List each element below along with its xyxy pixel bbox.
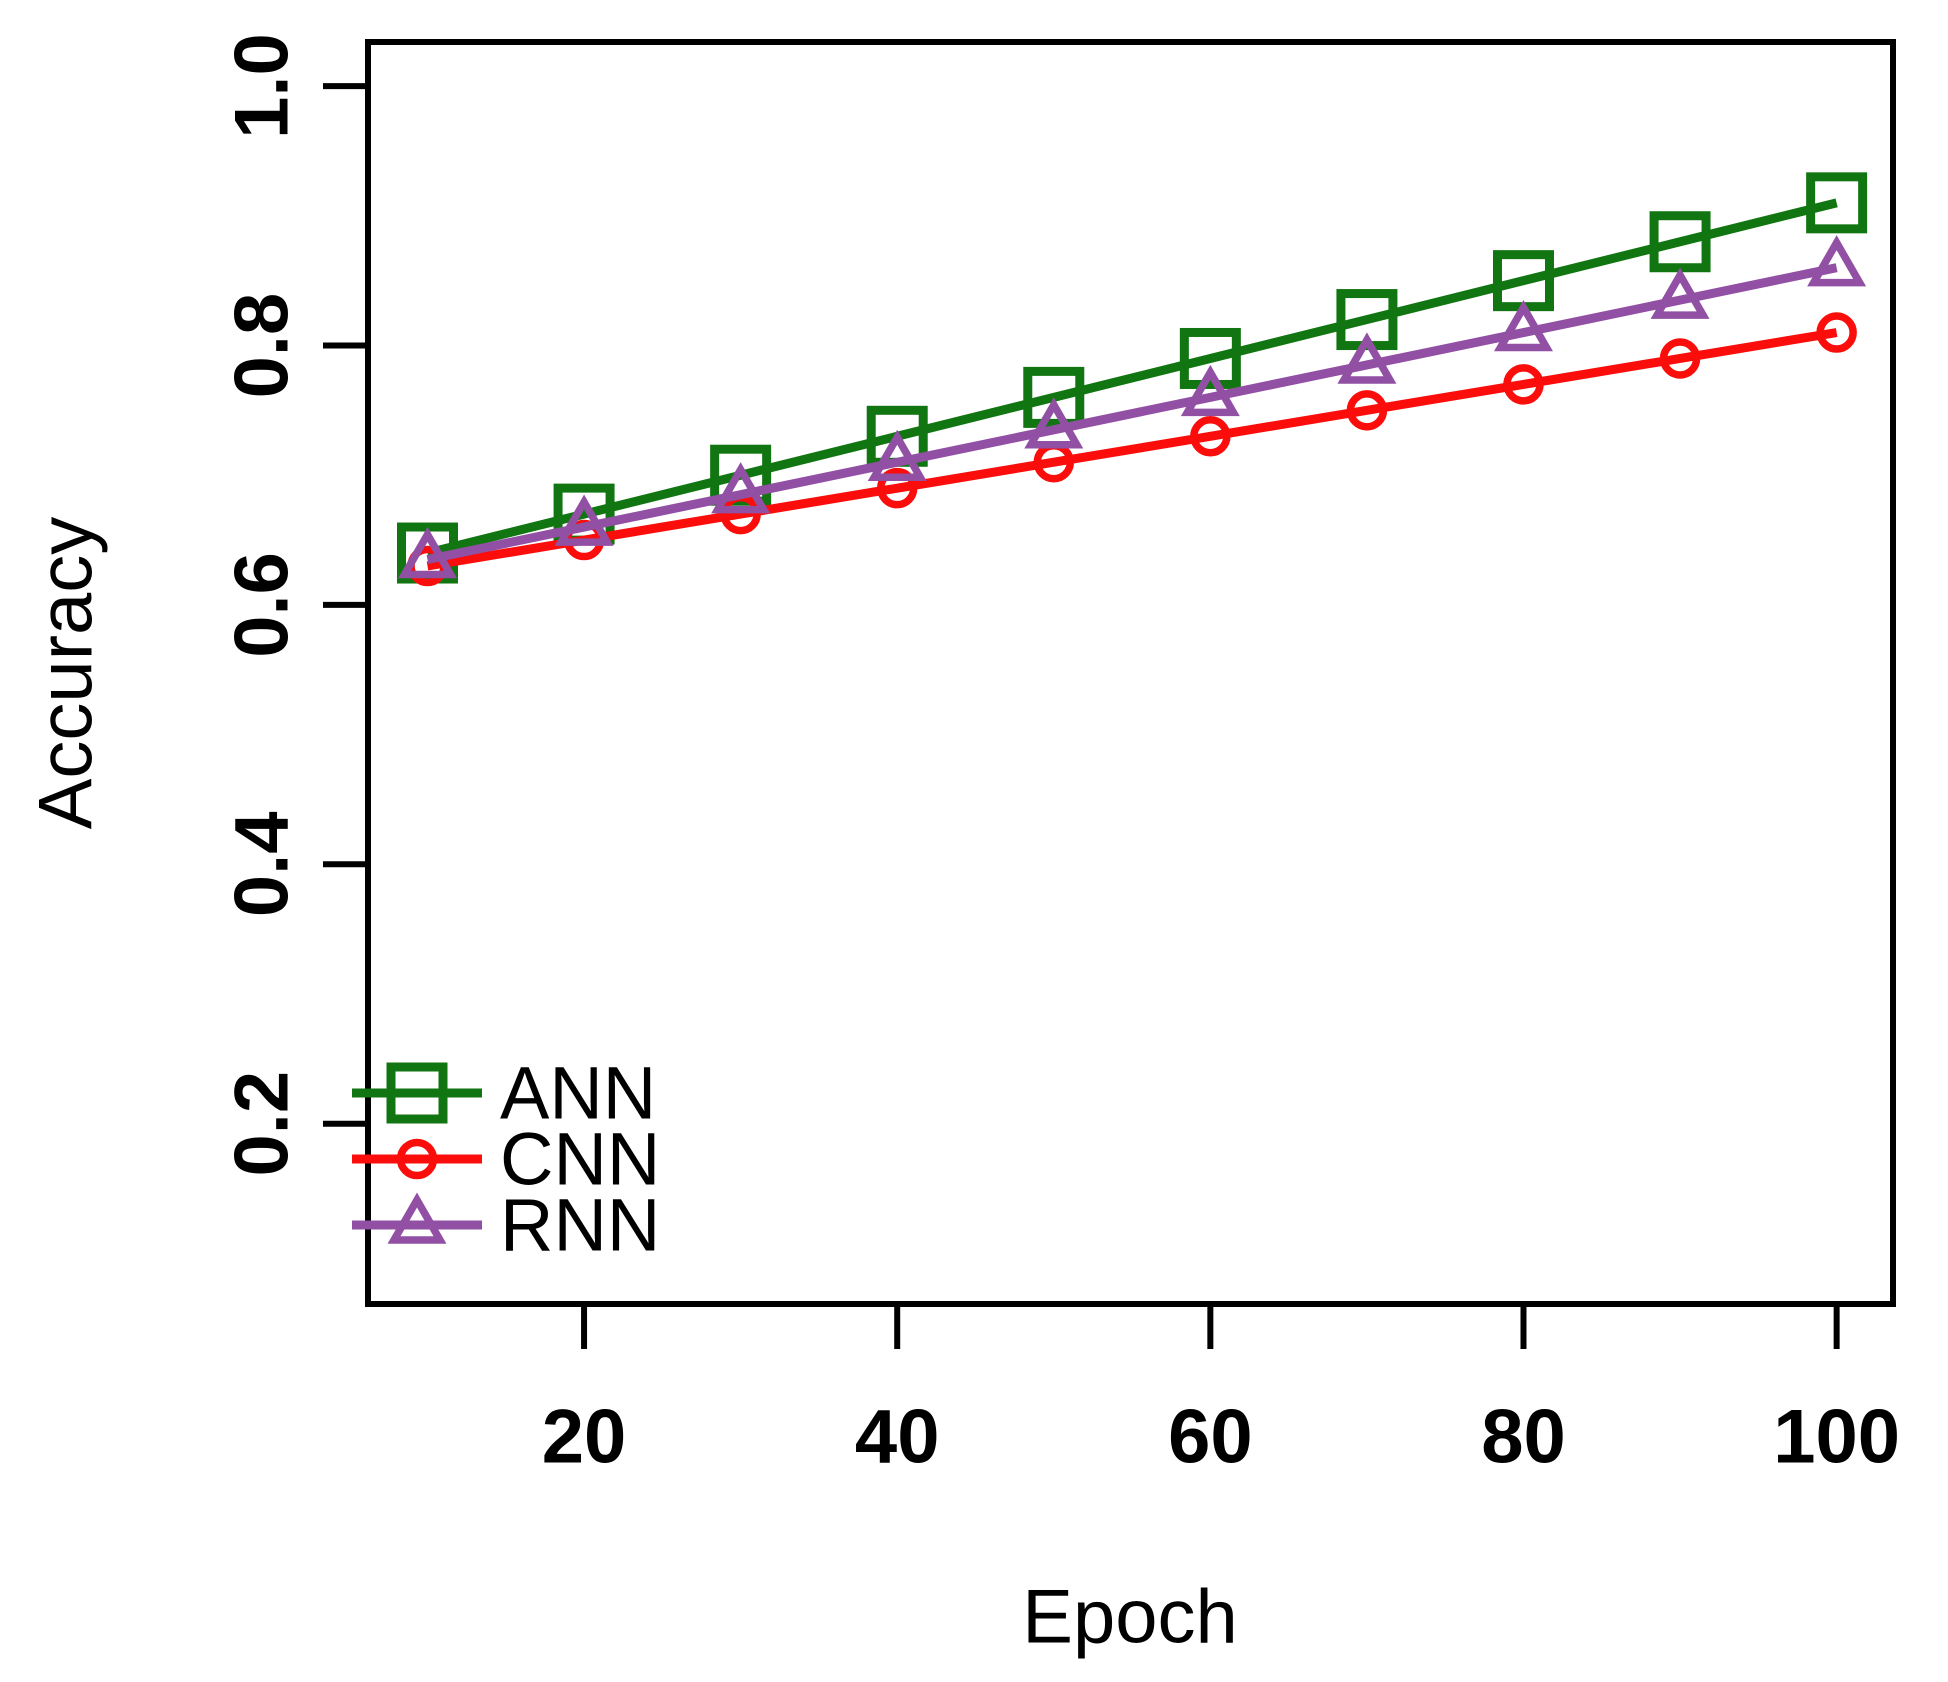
y-tick-label: 0.6 [220, 552, 305, 658]
x-axis: 20 40 60 80 100 [542, 1304, 1900, 1480]
series-marker-rnn [1807, 235, 1867, 287]
y-axis: 0.2 0.4 0.6 0.8 1.0 [220, 33, 368, 1177]
series-marker-rnn [398, 526, 457, 579]
y-tick-label: 1.0 [220, 33, 305, 139]
series-marker-rnn [1180, 364, 1240, 417]
x-axis-title: Epoch [1022, 1575, 1238, 1660]
plot-frame [365, 39, 1896, 1307]
x-tick-label: 60 [1168, 1395, 1253, 1480]
series-marker-cnn [876, 467, 918, 509]
series-marker-rnn [1024, 397, 1084, 449]
series-marker-rnn [711, 462, 771, 514]
legend-item-cnn: CNN [352, 1118, 660, 1201]
series-line-cnn [426, 328, 1838, 571]
legend-item-ann: ANN [352, 1052, 656, 1135]
series-marker-rnn [554, 494, 614, 546]
plot-box [365, 39, 1896, 1307]
y-axis-title: Accuracy [24, 517, 109, 830]
legend-marker-rnn [387, 1192, 447, 1244]
legend-label-ann: ANN [500, 1052, 656, 1135]
y-tick-label: 0.4 [220, 811, 305, 917]
legend-marker-ann [386, 1062, 448, 1124]
series-marker-rnn [867, 429, 927, 481]
series-marker-cnn [1816, 312, 1857, 353]
series-marker-cnn [1346, 390, 1388, 431]
series-line-ann [426, 198, 1838, 558]
series-layer [396, 172, 1868, 587]
x-tick-label: 80 [1481, 1395, 1566, 1480]
series-marker-ann [1023, 366, 1085, 428]
legend-label-rnn: RNN [500, 1184, 660, 1267]
x-tick-label: 20 [542, 1395, 627, 1480]
series-marker-rnn [1337, 332, 1397, 384]
y-tick-label: 0.2 [220, 1071, 305, 1177]
y-tick-label: 0.8 [220, 293, 305, 399]
series-line-rnn [426, 263, 1838, 564]
series-marker-rnn [1494, 300, 1553, 352]
series-marker-cnn [1503, 364, 1544, 405]
x-tick-label: 40 [855, 1395, 940, 1480]
series-marker-rnn [1650, 267, 1710, 319]
series-marker-ann [1179, 327, 1241, 389]
series-marker-ann [1806, 172, 1868, 234]
series-marker-cnn [1659, 338, 1701, 379]
legend-marker-cnn [396, 1138, 438, 1180]
series-marker-cnn [1190, 416, 1231, 457]
legend-item-rnn: RNN [352, 1184, 660, 1267]
x-tick-label: 100 [1773, 1395, 1900, 1480]
legend-label-cnn: CNN [500, 1118, 660, 1201]
